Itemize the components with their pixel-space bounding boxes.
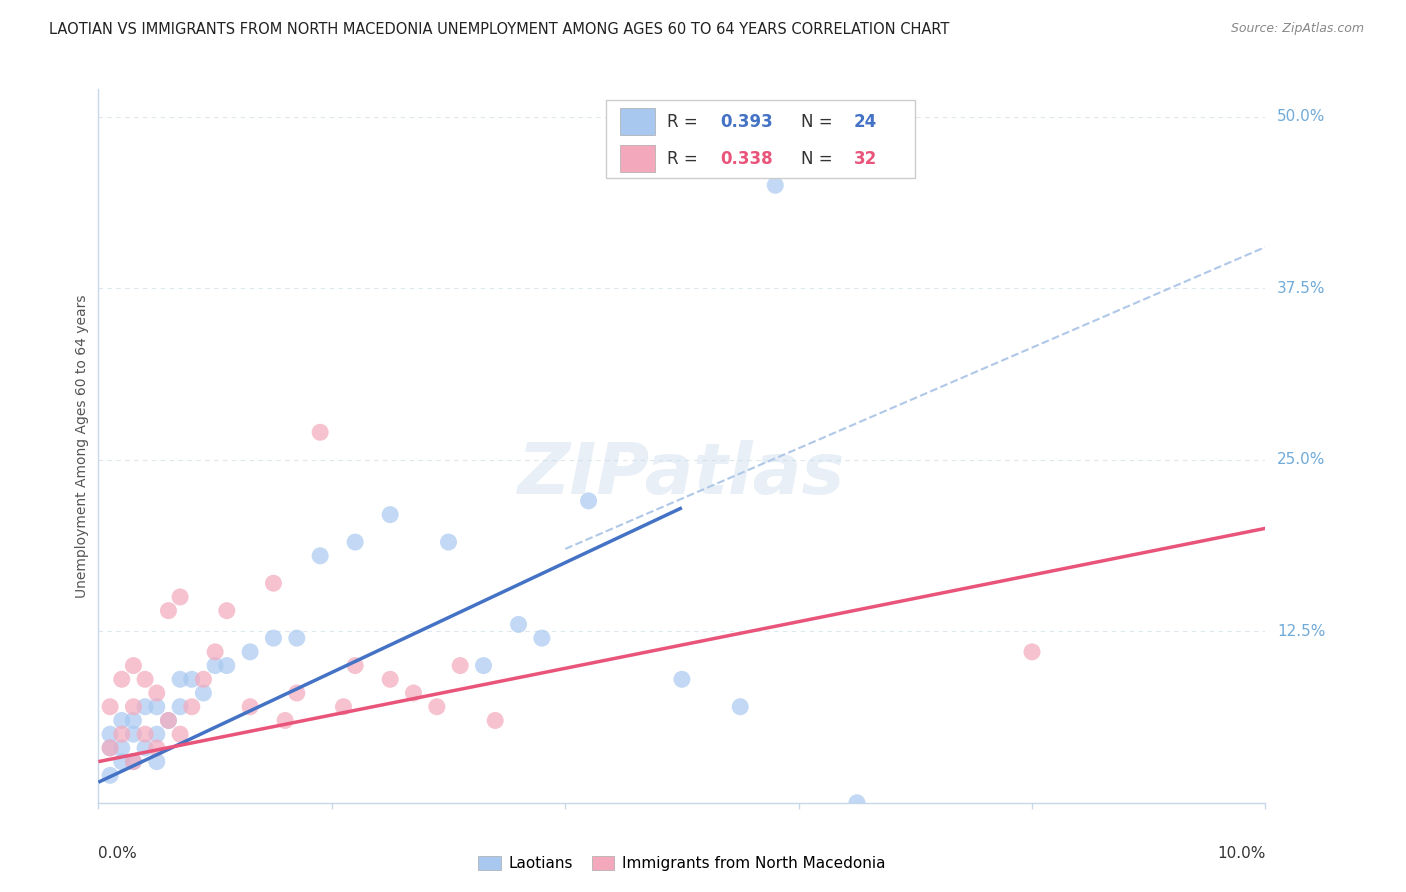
Point bbox=[180, 673, 202, 687]
Point bbox=[193, 686, 215, 700]
Point bbox=[98, 699, 121, 714]
Point bbox=[111, 727, 134, 741]
Text: 12.5%: 12.5% bbox=[1277, 624, 1326, 639]
Point bbox=[111, 714, 134, 728]
Point bbox=[122, 714, 145, 728]
Point bbox=[402, 686, 425, 700]
Point bbox=[134, 740, 156, 755]
Point bbox=[146, 740, 169, 755]
Point bbox=[845, 796, 868, 810]
Text: LAOTIAN VS IMMIGRANTS FROM NORTH MACEDONIA UNEMPLOYMENT AMONG AGES 60 TO 64 YEAR: LAOTIAN VS IMMIGRANTS FROM NORTH MACEDON… bbox=[49, 22, 949, 37]
Point bbox=[671, 673, 693, 687]
Point bbox=[508, 617, 530, 632]
Point bbox=[449, 658, 471, 673]
Point bbox=[146, 727, 169, 741]
Text: 0.338: 0.338 bbox=[720, 150, 773, 168]
Point bbox=[146, 699, 169, 714]
Point bbox=[98, 727, 121, 741]
Point bbox=[122, 755, 145, 769]
Point bbox=[378, 673, 402, 687]
Point bbox=[180, 699, 202, 714]
Point bbox=[146, 686, 169, 700]
Point bbox=[169, 590, 191, 604]
Point bbox=[169, 699, 191, 714]
Text: 32: 32 bbox=[853, 150, 877, 168]
Text: 50.0%: 50.0% bbox=[1277, 109, 1326, 124]
Point bbox=[472, 658, 495, 673]
Text: N =: N = bbox=[801, 150, 838, 168]
Text: 24: 24 bbox=[853, 113, 877, 131]
Point bbox=[344, 535, 367, 549]
Point bbox=[344, 658, 367, 673]
Point bbox=[157, 714, 180, 728]
Point bbox=[204, 658, 226, 673]
Point bbox=[111, 755, 134, 769]
Point bbox=[215, 604, 238, 618]
Point bbox=[98, 740, 121, 755]
Point bbox=[309, 425, 332, 440]
Point bbox=[1021, 645, 1043, 659]
Point bbox=[285, 686, 308, 700]
Point bbox=[437, 535, 460, 549]
Point bbox=[111, 673, 134, 687]
FancyBboxPatch shape bbox=[606, 100, 915, 178]
Point bbox=[728, 699, 751, 714]
Point bbox=[204, 645, 226, 659]
Point bbox=[763, 178, 786, 193]
Point bbox=[157, 604, 180, 618]
Point bbox=[122, 658, 145, 673]
Text: R =: R = bbox=[666, 150, 703, 168]
Text: 0.393: 0.393 bbox=[720, 113, 773, 131]
Point bbox=[332, 699, 354, 714]
Y-axis label: Unemployment Among Ages 60 to 64 years: Unemployment Among Ages 60 to 64 years bbox=[76, 294, 90, 598]
Text: 25.0%: 25.0% bbox=[1277, 452, 1326, 467]
Point bbox=[426, 699, 449, 714]
Point bbox=[157, 714, 180, 728]
Point bbox=[169, 727, 191, 741]
Point bbox=[262, 631, 284, 645]
Point bbox=[578, 494, 600, 508]
Point bbox=[378, 508, 402, 522]
Text: 10.0%: 10.0% bbox=[1218, 846, 1265, 861]
Point bbox=[239, 645, 262, 659]
Point bbox=[530, 631, 553, 645]
Point bbox=[122, 755, 145, 769]
Point bbox=[134, 699, 156, 714]
Point bbox=[193, 673, 215, 687]
Point bbox=[134, 727, 156, 741]
Point bbox=[146, 755, 169, 769]
Point bbox=[215, 658, 238, 673]
Text: ZIPatlas: ZIPatlas bbox=[519, 440, 845, 509]
Point bbox=[169, 673, 191, 687]
FancyBboxPatch shape bbox=[620, 145, 655, 172]
Point bbox=[285, 631, 308, 645]
Point bbox=[274, 714, 297, 728]
Point bbox=[262, 576, 284, 591]
Point bbox=[239, 699, 262, 714]
Text: 0.0%: 0.0% bbox=[98, 846, 138, 861]
Point bbox=[484, 714, 506, 728]
Point bbox=[122, 699, 145, 714]
Text: 37.5%: 37.5% bbox=[1277, 281, 1326, 295]
Text: Source: ZipAtlas.com: Source: ZipAtlas.com bbox=[1230, 22, 1364, 36]
Text: R =: R = bbox=[666, 113, 703, 131]
Legend: Laotians, Immigrants from North Macedonia: Laotians, Immigrants from North Macedoni… bbox=[472, 849, 891, 877]
Point bbox=[309, 549, 332, 563]
Point bbox=[111, 740, 134, 755]
Point bbox=[122, 727, 145, 741]
FancyBboxPatch shape bbox=[620, 108, 655, 136]
Text: N =: N = bbox=[801, 113, 838, 131]
Point bbox=[98, 768, 121, 782]
Point bbox=[98, 740, 121, 755]
Point bbox=[134, 673, 156, 687]
